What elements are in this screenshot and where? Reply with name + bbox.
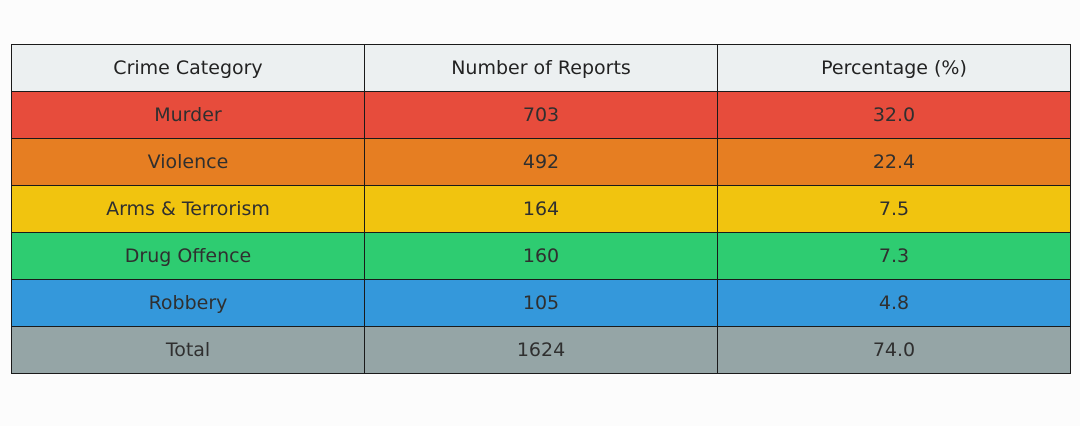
header-crime-category: Crime Category (11, 44, 365, 92)
cell-category: Violence (11, 138, 365, 186)
table-row: Murder 703 32.0 (11, 91, 1071, 139)
cell-category: Drug Offence (11, 232, 365, 280)
cell-percentage: 7.3 (717, 232, 1071, 280)
header-percentage: Percentage (%) (717, 44, 1071, 92)
cell-category: Robbery (11, 279, 365, 327)
crime-table-container: Crime Category Number of Reports Percent… (11, 44, 1071, 374)
header-number-of-reports: Number of Reports (364, 44, 718, 92)
cell-category: Total (11, 326, 365, 374)
cell-category: Murder (11, 91, 365, 139)
table-row: Drug Offence 160 7.3 (11, 232, 1071, 280)
cell-percentage: 74.0 (717, 326, 1071, 374)
cell-category: Arms & Terrorism (11, 185, 365, 233)
cell-percentage: 22.4 (717, 138, 1071, 186)
table-row: Violence 492 22.4 (11, 138, 1071, 186)
cell-percentage: 7.5 (717, 185, 1071, 233)
cell-reports: 492 (364, 138, 718, 186)
cell-reports: 164 (364, 185, 718, 233)
cell-reports: 703 (364, 91, 718, 139)
header-row: Crime Category Number of Reports Percent… (11, 44, 1071, 92)
cell-percentage: 4.8 (717, 279, 1071, 327)
table-row: Arms & Terrorism 164 7.5 (11, 185, 1071, 233)
cell-percentage: 32.0 (717, 91, 1071, 139)
total-row: Total 1624 74.0 (11, 326, 1071, 374)
cell-reports: 160 (364, 232, 718, 280)
crime-table: Crime Category Number of Reports Percent… (11, 44, 1071, 374)
table-row: Robbery 105 4.8 (11, 279, 1071, 327)
cell-reports: 1624 (364, 326, 718, 374)
cell-reports: 105 (364, 279, 718, 327)
